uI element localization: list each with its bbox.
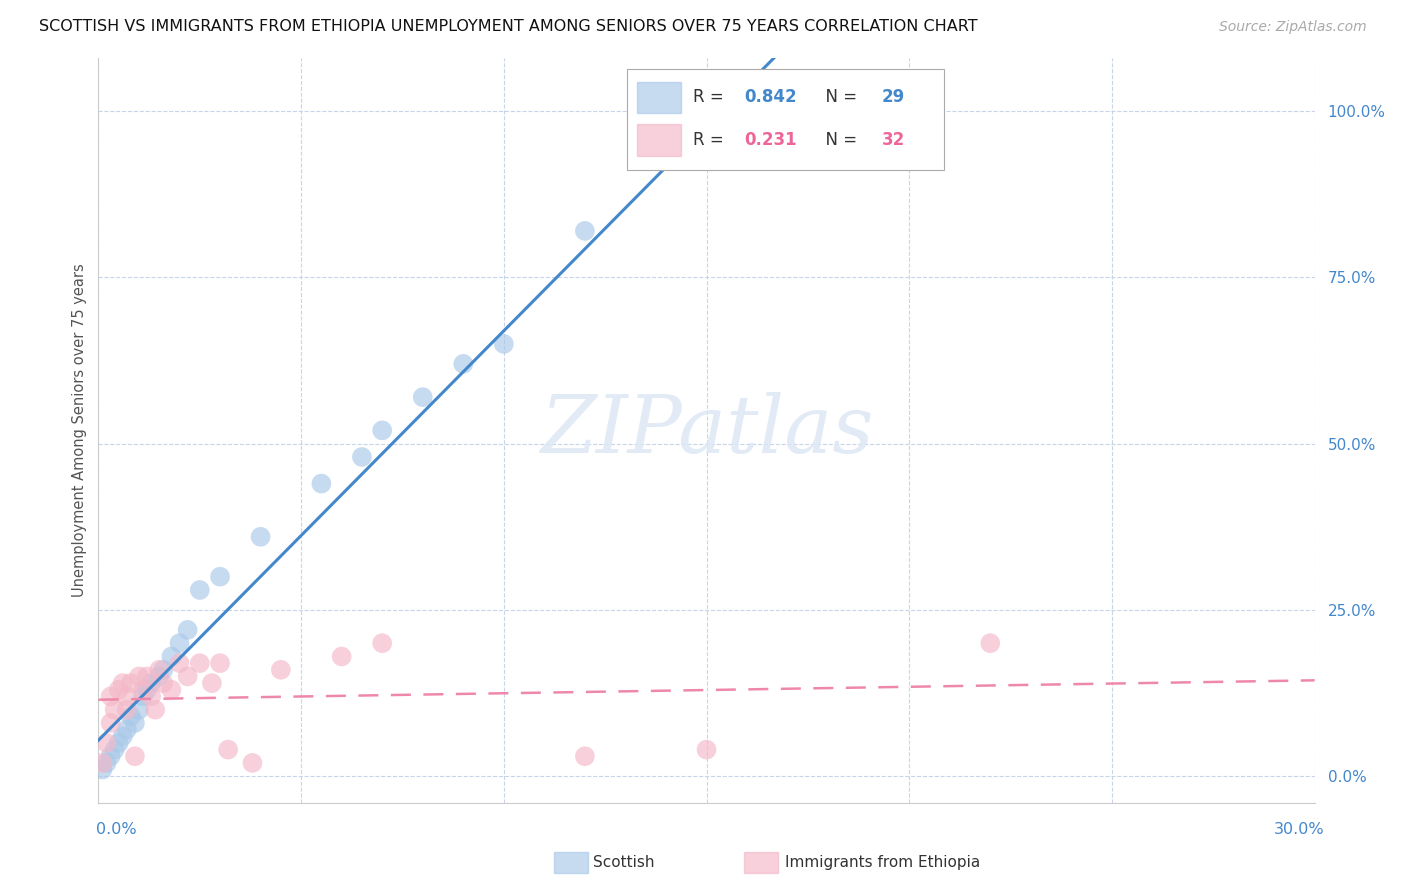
- Point: [111, 729, 134, 743]
- Point: [696, 742, 718, 756]
- Point: [188, 582, 211, 597]
- Point: [148, 663, 170, 677]
- Text: R =: R =: [693, 88, 730, 106]
- Text: 32: 32: [882, 131, 905, 149]
- Point: [124, 716, 146, 731]
- Point: [100, 749, 122, 764]
- Text: 29: 29: [882, 88, 905, 106]
- Point: [115, 723, 138, 737]
- Point: [311, 476, 333, 491]
- Point: [136, 682, 159, 697]
- Text: N =: N =: [814, 88, 862, 106]
- Point: [132, 690, 155, 704]
- Point: [169, 636, 191, 650]
- Point: [124, 749, 146, 764]
- Point: [169, 656, 191, 670]
- Point: [350, 450, 373, 464]
- Point: [160, 682, 183, 697]
- Point: [143, 703, 166, 717]
- Point: [100, 716, 122, 731]
- Point: [148, 669, 170, 683]
- Point: [176, 623, 198, 637]
- Text: 0.0%: 0.0%: [96, 822, 136, 837]
- Point: [96, 756, 118, 770]
- Point: [176, 669, 198, 683]
- Point: [96, 736, 118, 750]
- Point: [979, 636, 1001, 650]
- Point: [371, 636, 394, 650]
- Point: [100, 690, 122, 704]
- Text: 30.0%: 30.0%: [1274, 822, 1324, 837]
- Point: [270, 663, 292, 677]
- Point: [107, 682, 129, 697]
- FancyBboxPatch shape: [637, 124, 681, 155]
- Point: [107, 736, 129, 750]
- Point: [111, 676, 134, 690]
- Point: [574, 224, 596, 238]
- Point: [492, 337, 515, 351]
- Text: 0.231: 0.231: [744, 131, 797, 149]
- Point: [115, 690, 138, 704]
- Point: [330, 649, 353, 664]
- Point: [120, 709, 142, 723]
- Point: [574, 749, 596, 764]
- Text: Scottish: Scottish: [593, 855, 655, 870]
- Point: [152, 663, 174, 677]
- Point: [91, 756, 114, 770]
- Point: [128, 703, 150, 717]
- Point: [160, 649, 183, 664]
- Point: [209, 656, 232, 670]
- Point: [91, 763, 114, 777]
- Text: Immigrants from Ethiopia: Immigrants from Ethiopia: [785, 855, 980, 870]
- Text: SCOTTISH VS IMMIGRANTS FROM ETHIOPIA UNEMPLOYMENT AMONG SENIORS OVER 75 YEARS CO: SCOTTISH VS IMMIGRANTS FROM ETHIOPIA UNE…: [39, 20, 979, 34]
- Point: [136, 669, 159, 683]
- Point: [120, 676, 142, 690]
- Text: R =: R =: [693, 131, 730, 149]
- Point: [132, 682, 155, 697]
- Point: [104, 742, 127, 756]
- Point: [139, 676, 162, 690]
- Point: [188, 656, 211, 670]
- Text: ZIPatlas: ZIPatlas: [540, 392, 873, 469]
- Point: [115, 703, 138, 717]
- Point: [201, 676, 224, 690]
- Text: N =: N =: [814, 131, 862, 149]
- Text: 0.842: 0.842: [744, 88, 797, 106]
- Point: [249, 530, 271, 544]
- Point: [776, 104, 799, 119]
- FancyBboxPatch shape: [637, 82, 681, 113]
- Point: [209, 570, 232, 584]
- Point: [139, 690, 162, 704]
- Point: [371, 424, 394, 438]
- Point: [152, 676, 174, 690]
- Y-axis label: Unemployment Among Seniors over 75 years: Unemployment Among Seniors over 75 years: [72, 263, 87, 598]
- Point: [412, 390, 434, 404]
- FancyBboxPatch shape: [627, 70, 943, 169]
- Point: [104, 703, 127, 717]
- Point: [242, 756, 264, 770]
- Point: [128, 669, 150, 683]
- Text: Source: ZipAtlas.com: Source: ZipAtlas.com: [1219, 21, 1367, 34]
- Point: [217, 742, 239, 756]
- Point: [453, 357, 475, 371]
